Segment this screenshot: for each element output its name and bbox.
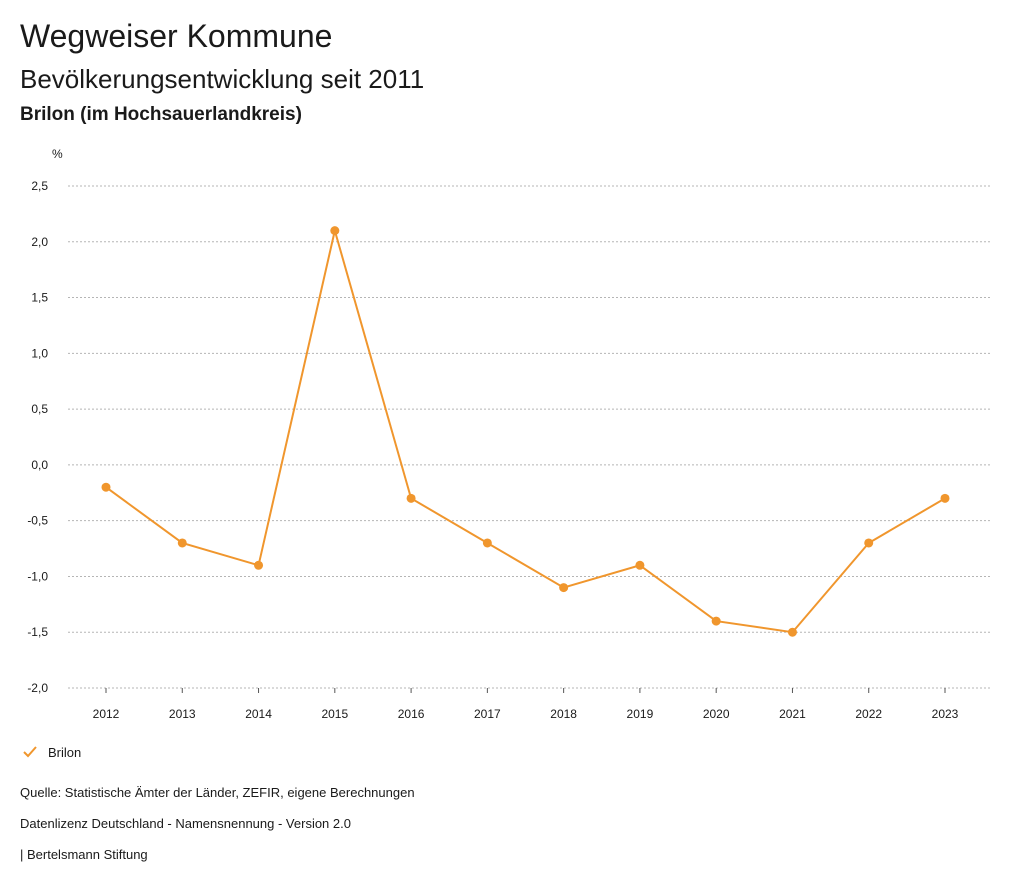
y-tick-label: -0,5	[27, 514, 48, 528]
legend-item-brilon[interactable]: Brilon	[22, 744, 81, 760]
y-tick-label: 1,5	[31, 291, 48, 305]
y-tick-label: -2,0	[27, 681, 48, 695]
license-note: Datenlizenz Deutschland - Namensnennung …	[20, 816, 351, 831]
x-tick-label: 2016	[398, 707, 425, 721]
y-axis-unit-label: %	[52, 147, 63, 161]
data-point[interactable]	[406, 493, 416, 503]
data-point[interactable]	[330, 226, 340, 236]
page-title: Wegweiser Kommune	[20, 18, 333, 54]
x-tick-label: 2023	[932, 707, 959, 721]
data-point[interactable]	[940, 493, 950, 503]
data-point[interactable]	[177, 538, 187, 548]
data-point[interactable]	[635, 560, 645, 570]
data-point[interactable]	[559, 583, 569, 593]
y-tick-label: -1,5	[27, 625, 48, 639]
data-point[interactable]	[711, 616, 721, 626]
data-point[interactable]	[254, 560, 264, 570]
chart-subtitle: Bevölkerungsentwicklung seit 2011	[20, 64, 425, 94]
series-line-brilon	[105, 230, 946, 634]
x-tick-label: 2018	[550, 707, 577, 721]
x-tick-label: 2017	[474, 707, 501, 721]
y-tick-label: 0,5	[31, 402, 48, 416]
legend-label: Brilon	[48, 744, 82, 760]
data-point[interactable]	[482, 538, 492, 548]
x-tick-label: 2012	[93, 707, 120, 721]
x-tick-label: 2019	[627, 707, 654, 721]
y-tick-label: 0,0	[31, 458, 48, 472]
data-point[interactable]	[864, 538, 874, 548]
data-point[interactable]	[101, 482, 111, 492]
checkmark-icon	[23, 746, 37, 758]
x-tick-label: 2015	[321, 707, 348, 721]
y-tick-label: 1,0	[31, 346, 48, 360]
x-tick-label: 2013	[169, 707, 196, 721]
source-note: Quelle: Statistische Ämter der Länder, Z…	[20, 785, 415, 800]
region-label: Brilon (im Hochsauerlandkreis)	[20, 104, 302, 125]
data-point[interactable]	[787, 627, 797, 637]
x-tick-label: 2022	[855, 707, 882, 721]
publisher-note: | Bertelsmann Stiftung	[20, 847, 148, 862]
line-chart: % 2,5 2,0 1,5 1,0 0,5 0,0 -0,5 -1,0 -1,5 -2,0 2012 2…	[27, 147, 990, 721]
y-tick-label: 2,0	[31, 235, 48, 249]
x-tick-label: 2021	[779, 707, 806, 721]
x-tick-label: 2020	[703, 707, 730, 721]
x-tick-label: 2014	[245, 707, 272, 721]
y-tick-label: 2,5	[31, 179, 48, 193]
y-tick-label: -1,0	[27, 569, 48, 583]
